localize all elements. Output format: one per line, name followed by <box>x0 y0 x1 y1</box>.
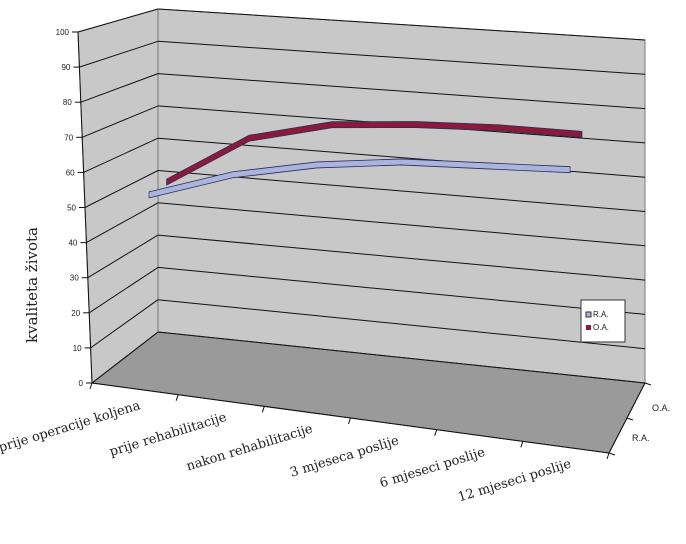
y-tick-label: 60 <box>66 168 75 177</box>
chart-axes <box>77 31 652 460</box>
depth-label: R.A. <box>632 433 650 443</box>
grid-line-back <box>157 8 646 41</box>
series-oa-ribbon <box>166 121 583 186</box>
grid-line-left <box>84 170 159 208</box>
legend-label-ra: R.A. <box>593 310 609 319</box>
chart-walls <box>77 8 646 454</box>
depth-tick-mark <box>626 417 634 421</box>
depth-tick-mark <box>608 452 616 456</box>
x-tick-label: 6 mjeseci poslije <box>378 445 487 491</box>
y-tick-label: 70 <box>64 133 73 142</box>
y-tick-label: 90 <box>61 63 70 72</box>
grid-line-back <box>157 266 646 315</box>
x-tick-mark <box>606 452 610 460</box>
grid-line-back <box>157 331 646 384</box>
y-tick-label: 10 <box>73 344 82 353</box>
depth-label: O.A. <box>652 403 670 413</box>
grid-line-back <box>157 40 646 75</box>
series-oa-point <box>248 137 250 139</box>
y-tick-label: 0 <box>79 379 84 388</box>
grid-line-back <box>157 202 646 247</box>
grid-line-left <box>82 105 159 138</box>
grid-line-left <box>87 234 159 279</box>
legend: R.A. O.A. <box>580 299 626 343</box>
series-oa-point <box>331 124 333 126</box>
series-oa-point <box>498 127 500 129</box>
x-tick-mark <box>348 417 351 425</box>
x-tick-label: 12 mjeseci poslije <box>456 457 573 506</box>
legend-swatch-oa <box>586 325 591 330</box>
series-oa-point <box>166 181 168 183</box>
y-tick-label: 20 <box>71 309 80 318</box>
grid-line-back <box>157 234 646 281</box>
y-tick-label: 100 <box>56 28 70 37</box>
grid-line-left <box>90 299 159 349</box>
grid-line-left <box>86 202 159 244</box>
legend-swatch-ra <box>585 311 592 318</box>
series-ra-point <box>485 165 487 167</box>
grid-line-left <box>77 8 159 33</box>
series-ra-point <box>400 161 402 163</box>
y-axis-line <box>77 31 93 384</box>
grid-line-left <box>88 266 159 314</box>
grid-line-left <box>80 73 159 103</box>
series-oa-point <box>581 133 583 135</box>
y-tick-label: 80 <box>63 98 72 107</box>
grid-line-left <box>83 137 159 173</box>
series-oa-point <box>414 124 416 126</box>
series-ra-point <box>232 174 234 176</box>
x-tick-mark <box>261 406 265 413</box>
grid-line-left <box>91 331 159 384</box>
y-tick-label: 50 <box>67 204 76 213</box>
series-ra-point <box>148 194 150 196</box>
legend-box <box>580 299 626 343</box>
grid-line-back <box>157 73 646 110</box>
y-tick-label: 40 <box>68 239 77 248</box>
back-wall <box>157 8 646 384</box>
grid-line-back <box>157 299 646 350</box>
chart-series <box>148 121 583 199</box>
grid-line-left <box>79 40 159 68</box>
series-ra-ribbon <box>148 158 571 199</box>
legend-label-oa: O.A. <box>593 323 609 332</box>
series-ra-point <box>569 169 571 171</box>
x-tick-mark <box>434 429 438 436</box>
y-axis-label: kvaliteta života <box>23 227 41 343</box>
y-tick-label: 30 <box>70 274 79 283</box>
x-tick-mark <box>175 394 179 401</box>
x-tick-mark <box>520 441 524 448</box>
x-tick-mark <box>89 382 93 390</box>
x-tick-label: 3 mjeseca poslije <box>288 433 401 480</box>
depth-tick-mark <box>644 382 652 386</box>
series-ra-point <box>316 164 318 166</box>
